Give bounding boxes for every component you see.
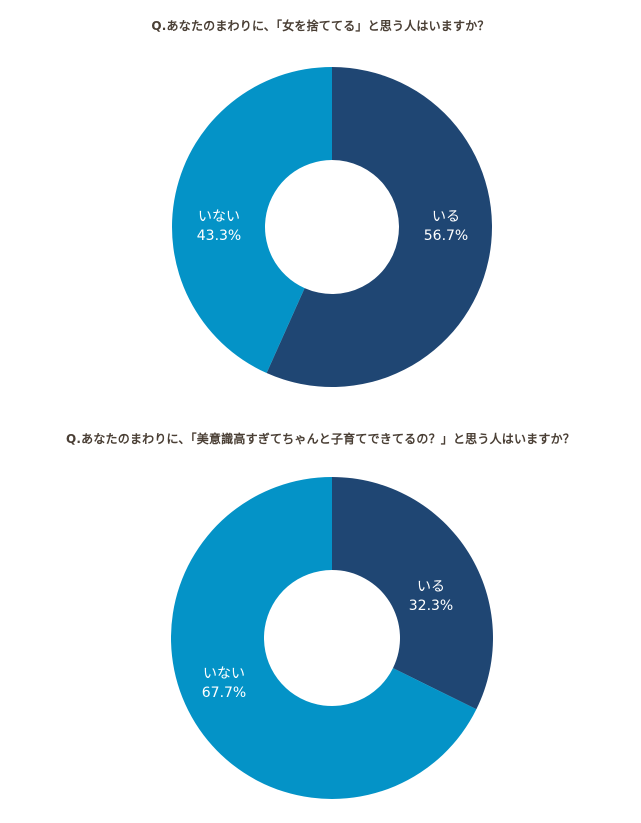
chart-title: Q.あなたのまわりに、「女を捨ててる」と思う人はいますか？: [151, 19, 490, 33]
slice-iru: [332, 477, 494, 710]
slice-value-label: 43.3%: [197, 228, 241, 244]
donut-chart-1: Q.あなたのまわりに、「女を捨ててる」と思う人はいますか？ いる 56.7% いない…: [0, 0, 641, 410]
slice-inai: [172, 67, 332, 374]
donut-chart-2: Q.あなたのまわりに、「美意識高すぎてちゃんと子育てできてるの？」と思う人はいま…: [0, 410, 641, 823]
slice-inai: [171, 477, 477, 799]
slice-category-label: いる: [417, 579, 445, 595]
slice-category-label: いない: [203, 666, 245, 682]
donut-svg: いる 32.3% いない 67.7%: [171, 477, 494, 799]
slice-category-label: いない: [198, 209, 240, 225]
donut-svg: いる 56.7% いない 43.3%: [172, 67, 492, 387]
slice-value-label: 67.7%: [202, 685, 246, 701]
slice-iru: [266, 67, 492, 387]
slice-value-label: 32.3%: [409, 598, 453, 614]
chart-title: Q.あなたのまわりに、「美意識高すぎてちゃんと子育てできてるの？」と思う人はいま…: [65, 432, 575, 446]
slice-category-label: いる: [432, 209, 460, 225]
slice-value-label: 56.7%: [424, 228, 468, 244]
